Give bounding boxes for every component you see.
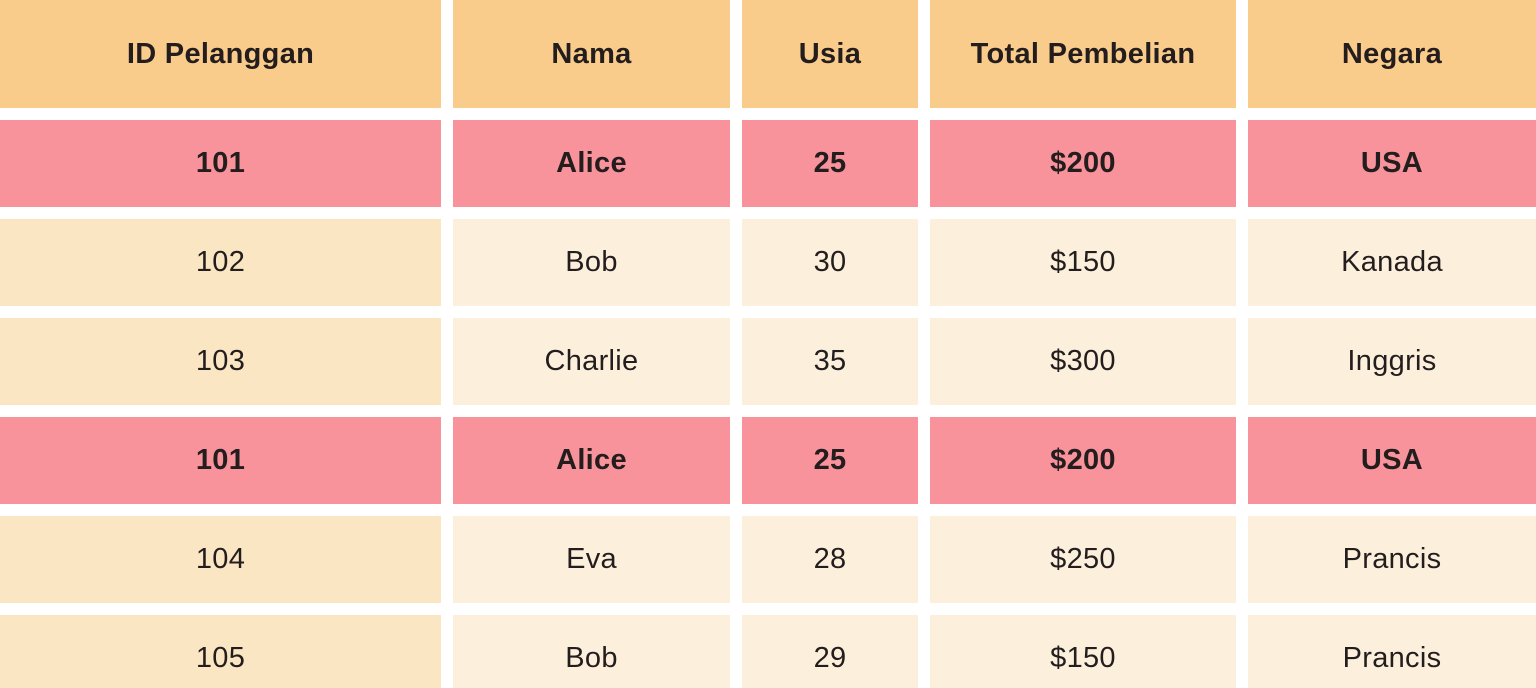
cell-nama: Alice (453, 120, 730, 207)
cell-id: 104 (0, 516, 441, 603)
cell-negara: Prancis (1248, 516, 1536, 603)
cell-id: 102 (0, 219, 441, 306)
cell-negara: Inggris (1248, 318, 1536, 405)
cell-id: 105 (0, 615, 441, 688)
cell-id: 101 (0, 417, 441, 504)
header-cell-id-pelanggan: ID Pelanggan (0, 0, 441, 108)
cell-total: $200 (930, 120, 1236, 207)
cell-nama: Eva (453, 516, 730, 603)
header-cell-total-pembelian: Total Pembelian (930, 0, 1236, 108)
cell-negara: USA (1248, 120, 1536, 207)
cell-usia: 28 (742, 516, 918, 603)
cell-negara: Kanada (1248, 219, 1536, 306)
cell-total: $150 (930, 615, 1236, 688)
cell-usia: 29 (742, 615, 918, 688)
cell-usia: 35 (742, 318, 918, 405)
cell-usia: 25 (742, 120, 918, 207)
cell-nama: Alice (453, 417, 730, 504)
header-cell-nama: Nama (453, 0, 730, 108)
header-cell-usia: Usia (742, 0, 918, 108)
header-cell-negara: Negara (1248, 0, 1536, 108)
cell-total: $150 (930, 219, 1236, 306)
cell-id: 101 (0, 120, 441, 207)
cell-nama: Charlie (453, 318, 730, 405)
cell-negara: Prancis (1248, 615, 1536, 688)
cell-total: $250 (930, 516, 1236, 603)
cell-nama: Bob (453, 219, 730, 306)
cell-total: $300 (930, 318, 1236, 405)
cell-usia: 30 (742, 219, 918, 306)
cell-total: $200 (930, 417, 1236, 504)
cell-nama: Bob (453, 615, 730, 688)
cell-id: 103 (0, 318, 441, 405)
cell-negara: USA (1248, 417, 1536, 504)
cell-usia: 25 (742, 417, 918, 504)
